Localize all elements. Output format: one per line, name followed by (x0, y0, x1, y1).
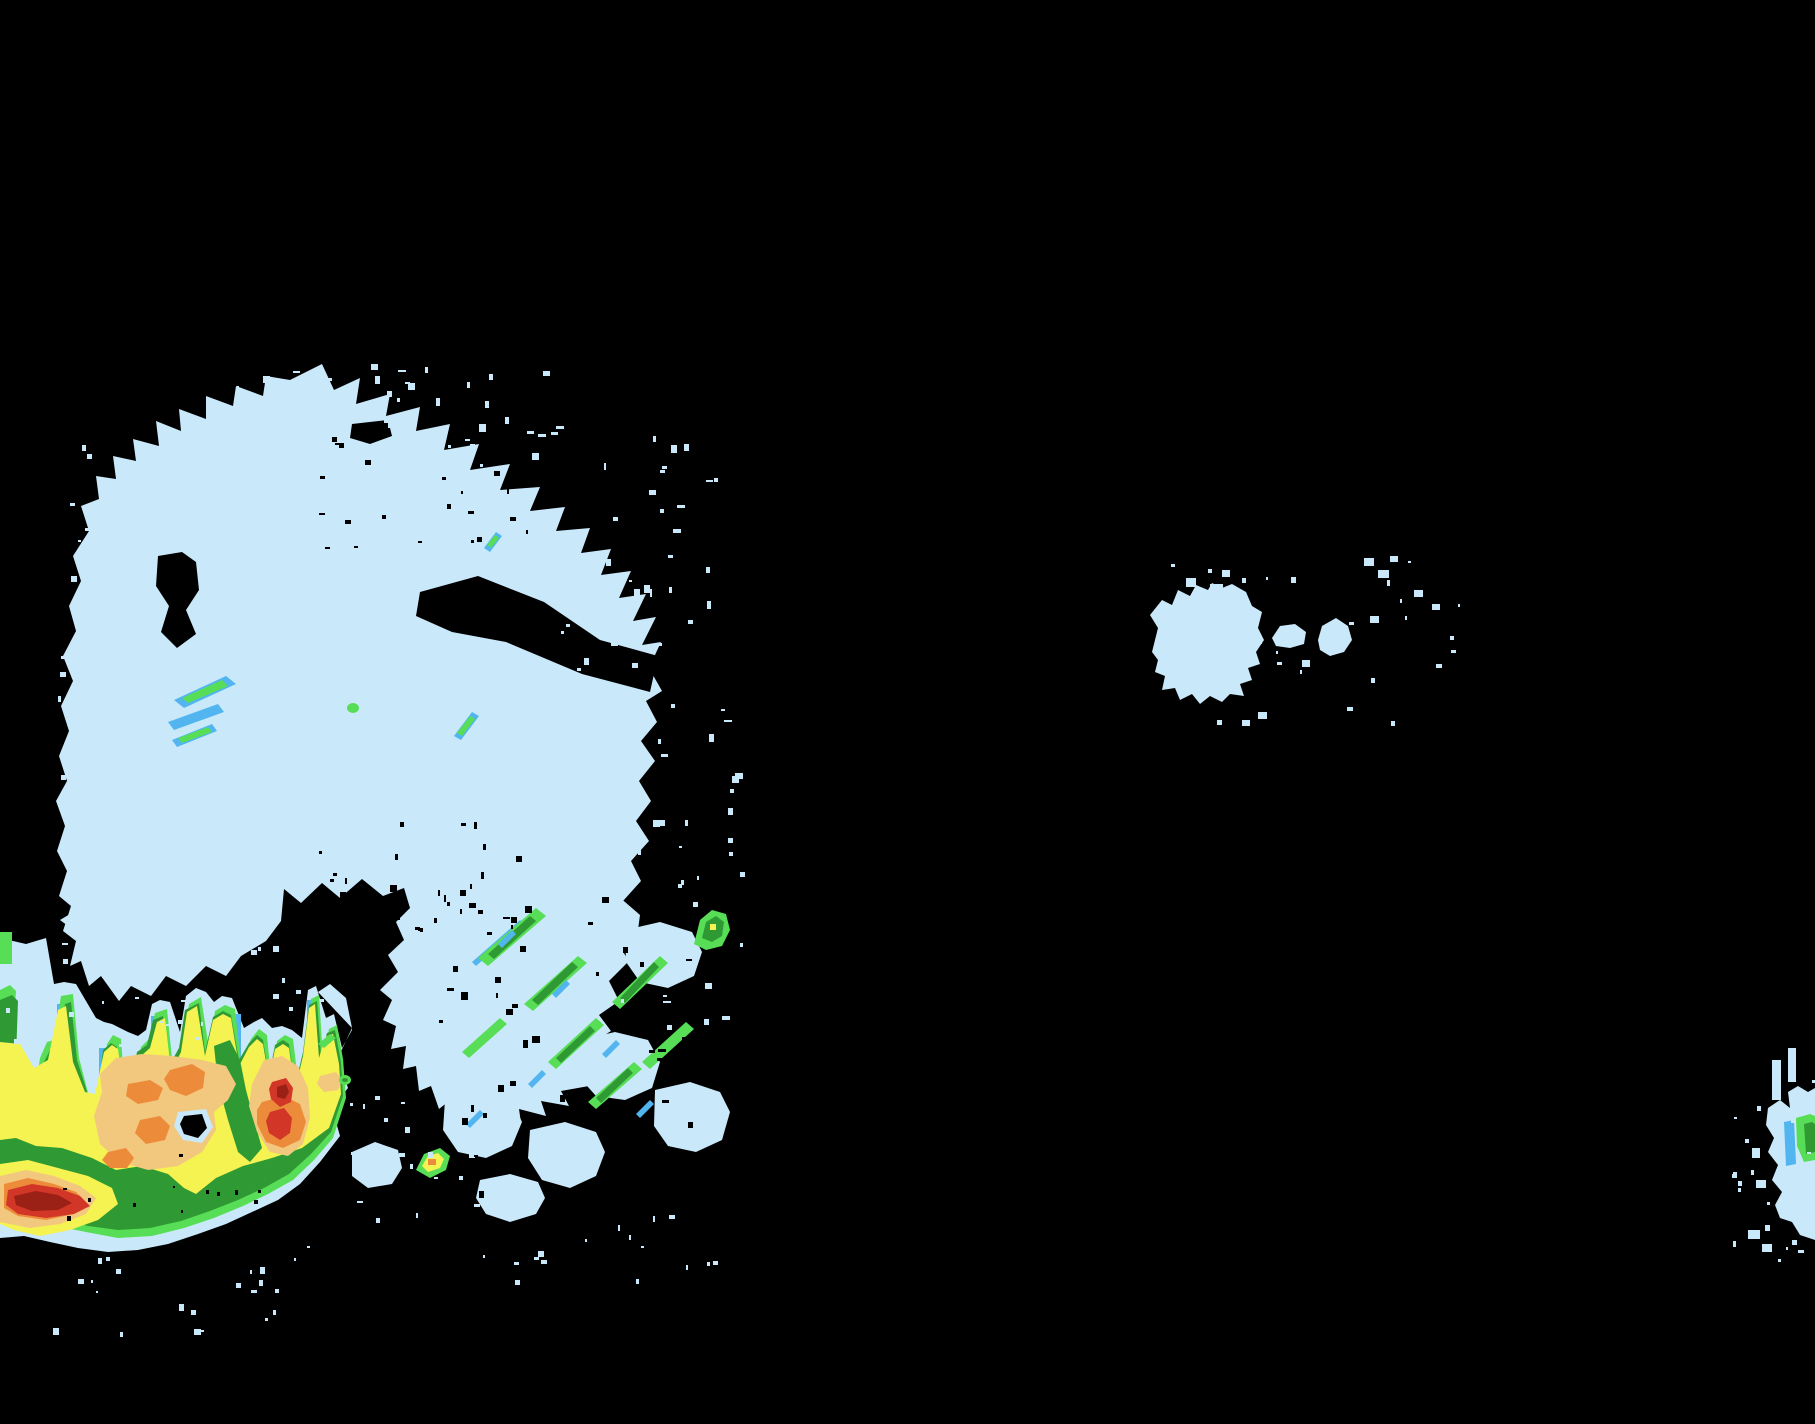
bottomleft-storm-fan (0, 932, 352, 1252)
topright-rain-patch (1150, 556, 1440, 726)
streaks-above-fan (60, 864, 211, 926)
bottomright-rain-cell (1748, 1048, 1815, 1252)
scattered-cells (352, 888, 730, 1222)
speckles (6, 364, 1815, 1337)
